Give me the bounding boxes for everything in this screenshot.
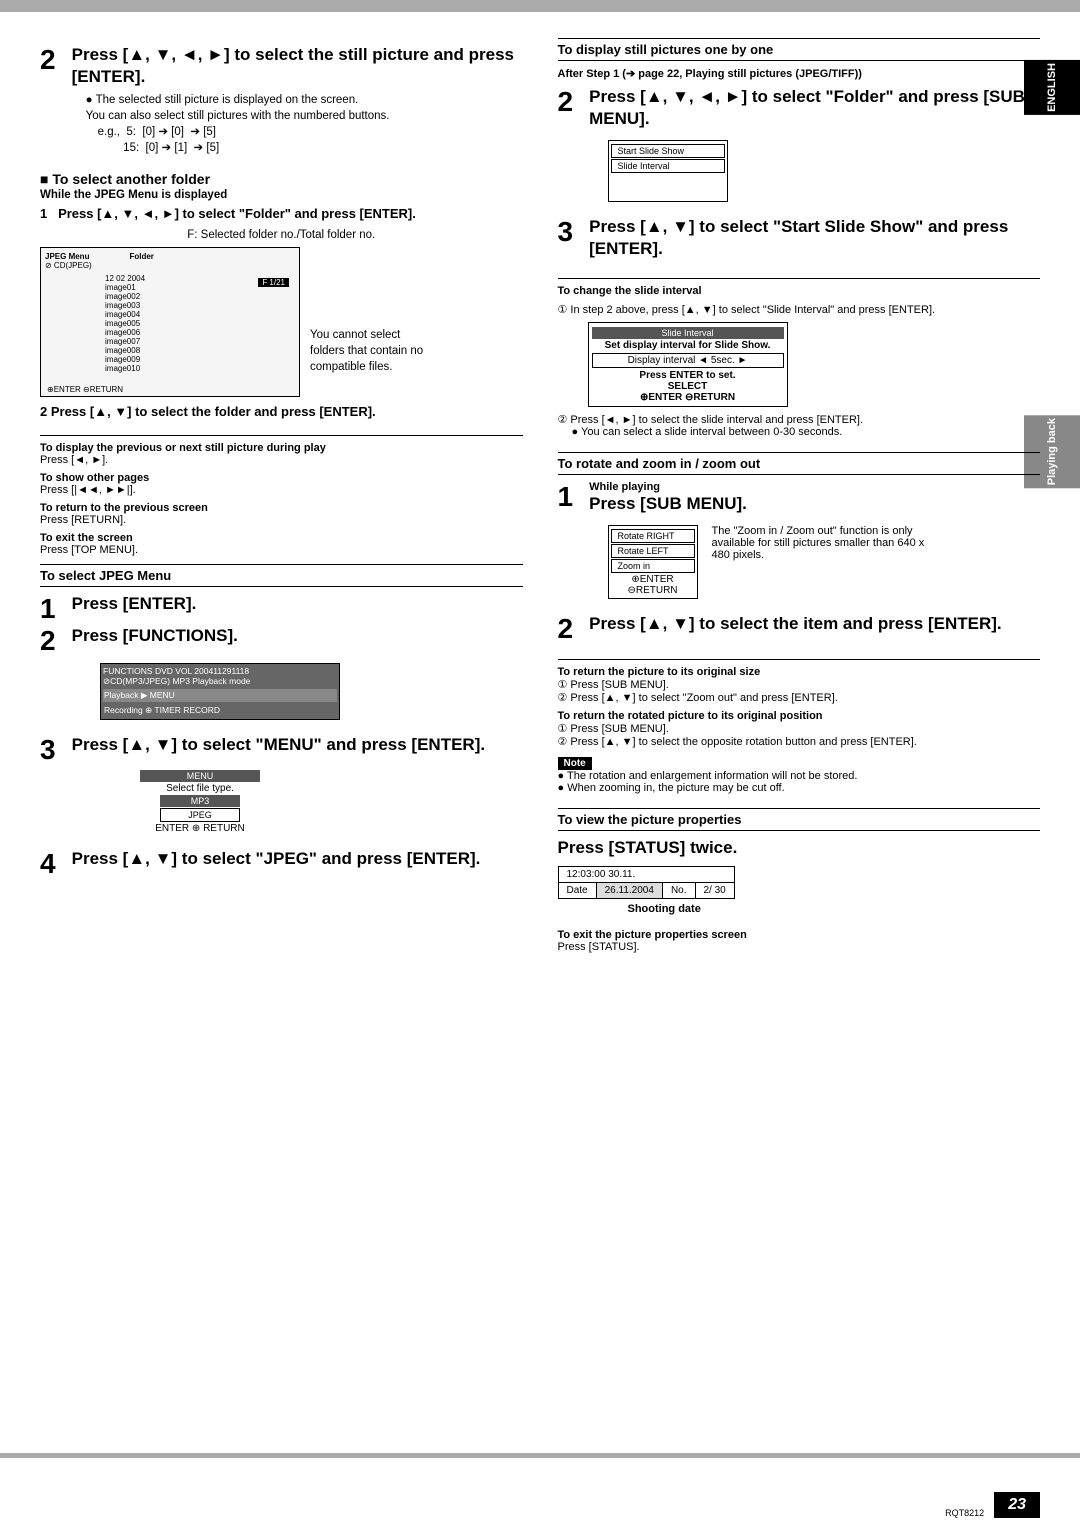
still-head: To display still pictures one by one — [558, 38, 1041, 61]
exit-props-body: Press [STATUS]. — [558, 941, 1041, 953]
rot-1: Press [SUB MENU]. — [589, 493, 1040, 515]
other-pages-head: To show other pages — [40, 472, 523, 484]
view-props-head: To view the picture properties — [558, 808, 1041, 831]
exit-head: To exit the screen — [40, 532, 523, 544]
rot-2-num: 2 — [558, 613, 586, 645]
step-2-desc: The selected still picture is displayed … — [86, 92, 523, 124]
doc-code: RQT8212 — [945, 1508, 984, 1518]
r-s2-num: 2 — [558, 86, 586, 118]
jp-3: Press [▲, ▼] to select "MENU" and press … — [72, 734, 523, 756]
note-2: When zooming in, the picture may be cut … — [558, 782, 1041, 794]
ret2b: ② Press [▲, ▼] to select the opposite ro… — [558, 735, 1041, 748]
jp-3-num: 3 — [40, 734, 68, 766]
exit-props-head: To exit the picture properties screen — [558, 929, 1041, 941]
other-pages-body: Press [|◄◄, ►►|]. — [40, 484, 523, 496]
step-2-title: Press [▲, ▼, ◄, ►] to select the still p… — [72, 44, 523, 88]
ret2a: ① Press [SUB MENU]. — [558, 722, 1041, 735]
change-c1: ① In step 2 above, press [▲, ▼] to selec… — [558, 303, 1041, 316]
select-folder-head: To select another folder — [40, 171, 523, 187]
left-column: 2 Press [▲, ▼, ◄, ►] to select the still… — [40, 30, 523, 953]
jp-1: Press [ENTER]. — [72, 593, 523, 615]
slide-menu-box: Start Slide Show Slide Interval — [608, 140, 728, 202]
folder-step2: 2 Press [▲, ▼] to select the folder and … — [40, 403, 523, 421]
jp-2-num: 2 — [40, 625, 68, 657]
jp-2: Press [FUNCTIONS]. — [72, 625, 523, 647]
rotate-head: To rotate and zoom in / zoom out — [558, 452, 1041, 475]
step-2-num: 2 — [40, 44, 68, 76]
press-status: Press [STATUS] twice. — [558, 837, 1041, 859]
change-c2b: You can select a slide interval between … — [572, 426, 1041, 438]
return-body: Press [RETURN]. — [40, 514, 523, 526]
jp-1-num: 1 — [40, 593, 68, 625]
right-column: To display still pictures one by one Aft… — [558, 30, 1041, 953]
note-1: The rotation and enlargement information… — [558, 770, 1041, 782]
interval-box: Slide Interval Set display interval for … — [588, 322, 788, 407]
jp-4: Press [▲, ▼] to select "JPEG" and press … — [72, 848, 523, 870]
prev-next-body: Press [◄, ►]. — [40, 454, 523, 466]
zoom-note: The "Zoom in / Zoom out" function is onl… — [712, 525, 932, 599]
r-s3: Press [▲, ▼] to select "Start Slide Show… — [589, 216, 1040, 260]
ret-orig-size-head: To return the picture to its original si… — [558, 666, 1041, 678]
page-number: 23 — [994, 1492, 1040, 1518]
jpeg-menu-screen: JPEG MenuFolder ⊘ CD(JPEG) F 1/21 12 02 … — [40, 247, 300, 397]
ret1b: ② Press [▲, ▼] to select "Zoom out" and … — [558, 691, 1041, 704]
while-jpeg: While the JPEG Menu is displayed — [40, 187, 523, 203]
menu-box: MENU Select file type. MP3 JPEG ENTER ⊕ … — [140, 770, 523, 834]
exit-body: Press [TOP MENU]. — [40, 544, 523, 556]
note-label: Note — [558, 757, 592, 770]
change-c2: ② Press [◄, ►] to select the slide inter… — [558, 413, 1041, 426]
status-box: 12:03:00 30.11. Date 26.11.2004 No. 2/ 3… — [558, 866, 735, 899]
rot-1-num: 1 — [558, 481, 586, 513]
prev-next-head: To display the previous or next still pi… — [40, 442, 523, 454]
f-label: F: Selected folder no./Total folder no. — [40, 227, 523, 243]
return-head: To return to the previous screen — [40, 502, 523, 514]
rotate-menu: Rotate RIGHT Rotate LEFT Zoom in ⊕ENTER … — [608, 525, 698, 599]
functions-box: FUNCTIONS DVD VOL 200411291118 ⊘CD(MP3/J… — [100, 663, 340, 720]
folder-note: You cannot select folders that contain n… — [310, 327, 430, 375]
rot-2: Press [▲, ▼] to select the item and pres… — [589, 613, 1040, 635]
shooting-date: Shooting date — [628, 903, 1041, 915]
while-playing: While playing — [589, 481, 1040, 493]
ret-rot-head: To return the rotated picture to its ori… — [558, 710, 1041, 722]
after-step1: After Step 1 (➔ page 22, Playing still p… — [558, 67, 1041, 80]
step-2-eg: e.g., 5: [0] ➔ [0] ➔ [5] 15: [0] ➔ [1] ➔… — [98, 124, 523, 156]
r-s3-num: 3 — [558, 216, 586, 248]
change-interval-head: To change the slide interval — [558, 285, 1041, 297]
folder-step1: 1 Press [▲, ▼, ◄, ►] to select "Folder" … — [40, 205, 523, 223]
jp-4-num: 4 — [40, 848, 68, 880]
ret1a: ① Press [SUB MENU]. — [558, 678, 1041, 691]
jpeg-menu-head: To select JPEG Menu — [40, 564, 523, 587]
r-s2: Press [▲, ▼, ◄, ►] to select "Folder" an… — [589, 86, 1040, 130]
